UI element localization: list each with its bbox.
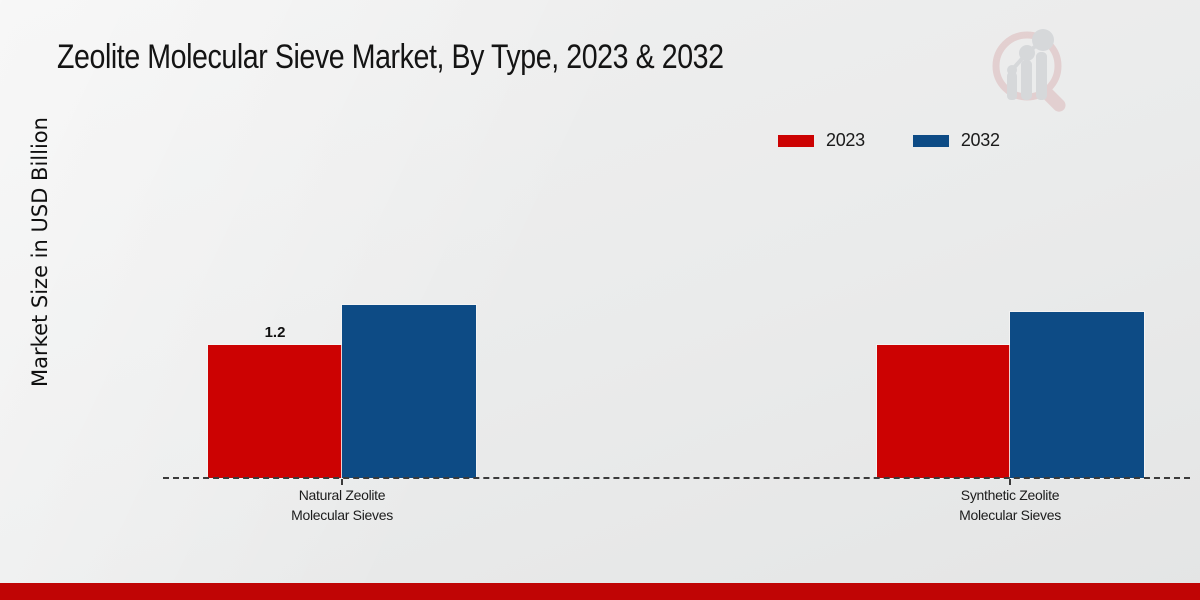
category-label-synthetic: Synthetic Zeolite Molecular Sieves bbox=[959, 487, 1061, 523]
legend-swatch-2023 bbox=[778, 134, 814, 147]
brand-logo-watermark bbox=[992, 29, 1066, 112]
legend-item-2032: 2032 bbox=[912, 130, 1000, 151]
bar-natural-2023 bbox=[207, 344, 343, 479]
bar-value-label: 1.2 bbox=[264, 324, 286, 341]
legend-item-2023: 2023 bbox=[778, 130, 865, 151]
bar-synthetic-2023 bbox=[876, 344, 1012, 479]
x-axis-baseline bbox=[163, 477, 1190, 479]
bar-natural-2032 bbox=[341, 304, 477, 479]
legend-label-2032: 2032 bbox=[960, 130, 1000, 150]
legend-swatch-2032 bbox=[912, 134, 949, 147]
category-label-natural: Natural Zeolite Molecular Sieves bbox=[291, 487, 393, 523]
bar-synthetic-2032 bbox=[1009, 311, 1145, 479]
footer-red-band bbox=[0, 583, 1200, 600]
x-axis-tick-synthetic bbox=[1009, 479, 1011, 485]
y-axis-label: Market Size in USD Billion bbox=[28, 117, 52, 387]
legend: 2023 2032 bbox=[778, 130, 1034, 151]
x-axis-tick-natural bbox=[341, 479, 343, 485]
chart-title: Zeolite Molecular Sieve Market, By Type,… bbox=[57, 38, 724, 76]
legend-label-2023: 2023 bbox=[826, 130, 865, 150]
